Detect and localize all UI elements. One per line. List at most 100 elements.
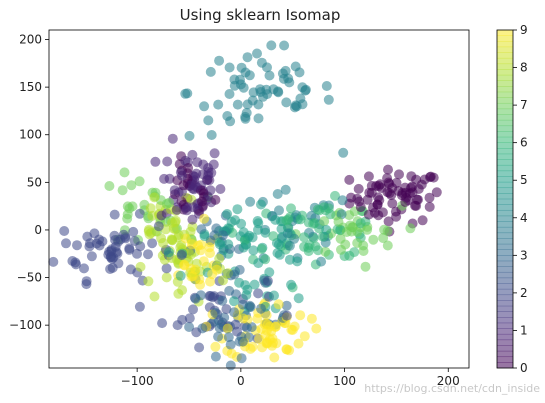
colorbar-segment: [497, 102, 513, 110]
data-point: [171, 204, 182, 215]
colorbar-segment: [497, 345, 513, 352]
data-point: [126, 180, 137, 191]
data-point: [223, 332, 234, 343]
data-point: [178, 180, 189, 191]
data-point: [413, 194, 423, 205]
data-point: [84, 241, 95, 252]
colorbar-segment: [497, 243, 513, 250]
data-point: [218, 230, 228, 241]
data-point: [149, 291, 160, 302]
colorbar-segment: [497, 35, 513, 42]
colorbar-segment: [497, 322, 513, 329]
colorbar-segment: [497, 86, 513, 93]
colorbar-tick-label: 7: [520, 98, 528, 112]
data-point: [238, 313, 249, 324]
data-point: [333, 216, 344, 227]
data-point: [242, 52, 253, 63]
data-point: [104, 181, 115, 191]
plot-frame: [48, 29, 470, 369]
data-point: [293, 338, 304, 349]
data-point: [244, 70, 255, 81]
colorbar-segment: [497, 362, 513, 369]
data-point: [253, 113, 264, 124]
colorbar-segment: [497, 209, 513, 217]
data-points: [48, 40, 442, 371]
data-point: [336, 209, 347, 220]
data-point: [72, 240, 82, 251]
data-point: [394, 169, 404, 180]
data-point: [67, 256, 78, 266]
data-point: [368, 234, 379, 245]
data-point: [199, 231, 210, 242]
colorbar-segment: [497, 266, 513, 273]
data-point: [281, 215, 292, 226]
data-point: [270, 214, 281, 225]
colorbar-frame: [496, 29, 514, 369]
data-point: [205, 291, 216, 301]
colorbar-segment: [497, 283, 513, 290]
data-point: [310, 241, 321, 252]
data-point: [321, 224, 332, 235]
data-point: [203, 115, 214, 126]
data-point: [346, 192, 356, 203]
data-point: [150, 156, 161, 167]
y-tick-label: 100: [19, 128, 42, 142]
data-point: [360, 261, 371, 272]
data-point: [308, 218, 319, 229]
data-point: [270, 322, 281, 332]
data-point: [162, 156, 173, 167]
colorbar-segment: [497, 40, 513, 48]
colorbar-segment: [497, 52, 513, 59]
data-point: [156, 233, 167, 244]
colorbar-tick-label: 1: [520, 323, 528, 337]
data-point: [264, 267, 275, 278]
data-point: [255, 84, 266, 95]
data-point: [213, 99, 224, 110]
data-point: [224, 89, 235, 99]
data-point: [232, 99, 243, 110]
colorbar-segment: [497, 91, 513, 98]
data-point: [366, 180, 377, 191]
data-point: [86, 251, 97, 262]
data-point: [252, 216, 263, 226]
data-point: [383, 177, 394, 188]
y-tick-label: 0: [34, 223, 42, 237]
data-point: [316, 256, 327, 267]
y-tick-label: −100: [9, 318, 42, 332]
data-point: [213, 331, 224, 342]
data-point: [281, 344, 292, 355]
data-point: [221, 304, 232, 315]
data-point: [145, 203, 156, 214]
data-point: [215, 184, 226, 194]
data-point: [252, 48, 262, 59]
data-point: [269, 290, 279, 301]
data-point: [372, 199, 383, 210]
data-point: [311, 323, 322, 334]
data-point: [134, 208, 145, 219]
data-point: [125, 264, 136, 275]
data-point: [48, 256, 59, 267]
colorbar-segment: [497, 74, 513, 81]
colorbar-segment: [497, 198, 513, 205]
colorbar-segment: [497, 288, 513, 296]
data-point: [109, 230, 120, 241]
data-point: [205, 66, 216, 77]
data-point: [198, 159, 209, 170]
y-tick-label: 200: [19, 33, 42, 47]
data-point: [190, 293, 201, 304]
data-point: [190, 180, 201, 191]
data-point: [406, 171, 417, 182]
colorbar-tick-label: 8: [520, 61, 528, 75]
colorbar-segment: [497, 170, 513, 177]
data-point: [417, 215, 428, 226]
data-point: [222, 323, 233, 334]
data-point: [232, 204, 243, 215]
data-point: [338, 147, 349, 158]
data-point: [176, 250, 187, 260]
data-point: [177, 314, 188, 325]
data-point: [176, 196, 187, 207]
data-point: [194, 274, 205, 285]
colorbar-segment: [497, 215, 513, 222]
data-point: [210, 351, 221, 362]
data-point: [256, 199, 266, 210]
